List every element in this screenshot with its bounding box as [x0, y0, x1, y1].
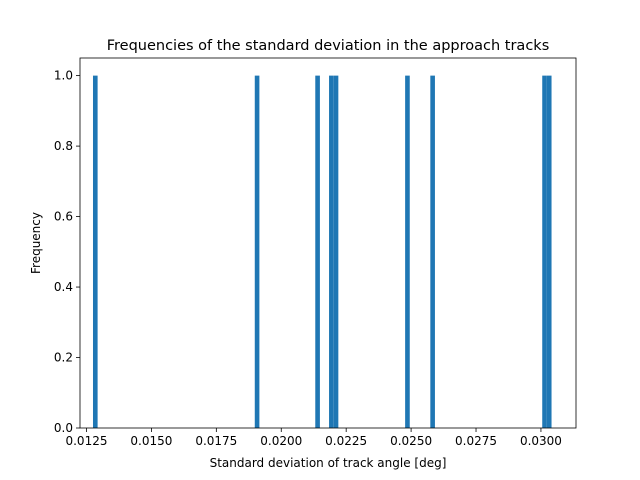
histogram-bar [92, 75, 98, 428]
y-tick-label: 0.0 [54, 421, 73, 435]
histogram-bar [542, 75, 547, 428]
x-tick-label: 0.0200 [260, 434, 302, 448]
x-tick-label: 0.0125 [65, 434, 107, 448]
histogram-bar [405, 75, 410, 428]
x-tick-label: 0.0275 [455, 434, 497, 448]
x-tick-label: 0.0150 [130, 434, 172, 448]
y-tick-label: 1.0 [54, 69, 73, 83]
y-ticks-group: 0.0 0.2 0.4 0.6 0.8 1.0 [54, 69, 80, 435]
x-tick-label: 0.0300 [520, 434, 562, 448]
chart-title: Frequencies of the standard deviation in… [107, 38, 550, 54]
x-tick-label: 0.0250 [390, 434, 432, 448]
y-tick-label: 0.8 [54, 139, 73, 153]
histogram-bar [546, 75, 552, 428]
y-tick-label: 0.2 [54, 351, 73, 365]
histogram-bar [254, 75, 260, 428]
bars-group [92, 75, 552, 428]
histogram-bar [315, 75, 320, 428]
y-axis-label: Frequency [29, 212, 43, 274]
x-ticks-group: 0.0125 0.0150 0.0175 0.0200 0.0225 0.0250 0.02… [65, 428, 562, 448]
x-axis-label: Standard deviation of track angle [deg] [210, 456, 447, 470]
y-tick-label: 0.6 [54, 210, 73, 224]
plot-frame [79, 57, 577, 429]
x-tick-label: 0.0225 [325, 434, 367, 448]
histogram-bar [430, 75, 435, 428]
x-tick-label: 0.0175 [195, 434, 237, 448]
histogram-bar [333, 75, 339, 428]
histogram-bar [329, 75, 334, 428]
y-tick-label: 0.4 [54, 280, 73, 294]
